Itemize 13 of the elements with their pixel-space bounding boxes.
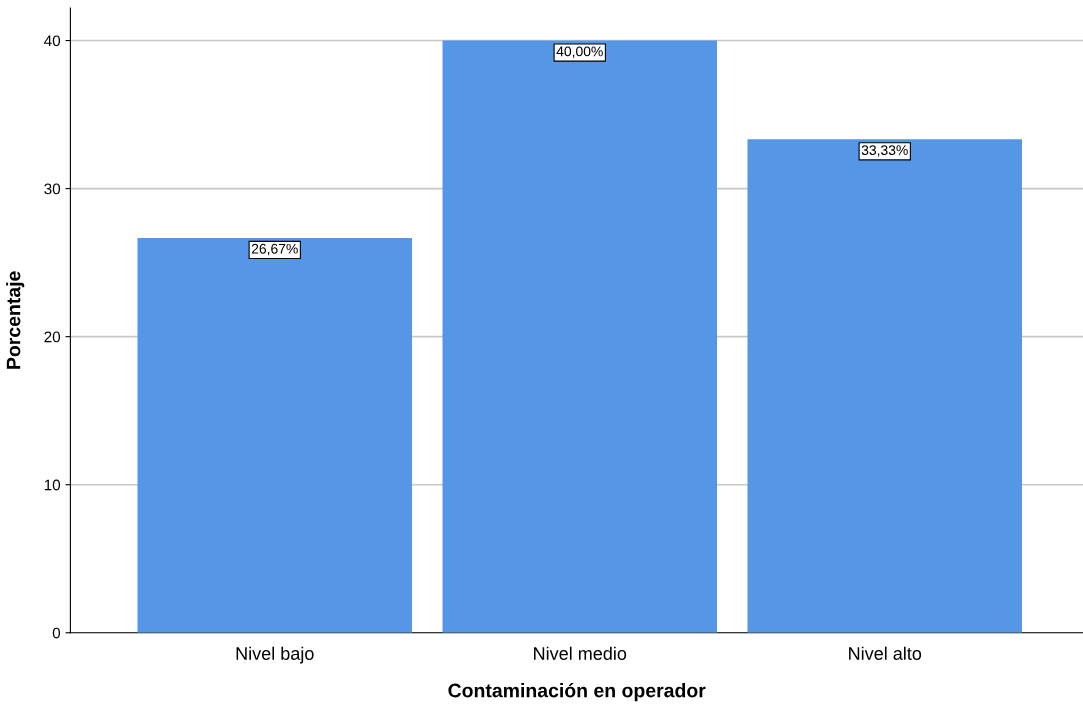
y-tick-label: 10 (44, 479, 61, 491)
x-axis-title: Contaminación en operador (448, 682, 706, 702)
y-tick-label: 20 (44, 331, 61, 343)
y-tick-label: 30 (44, 183, 61, 195)
y-tick-label: 0 (52, 627, 61, 639)
y-axis-title: Porcentaje (6, 271, 25, 369)
x-tick-label: Nivel alto (849, 646, 922, 660)
data-label: 26,67% (251, 243, 298, 256)
y-tick-label: 40 (44, 35, 61, 47)
data-label: 40,00% (556, 46, 603, 58)
x-tick-label: Nivel medio (534, 646, 627, 660)
data-label: 33,33% (861, 145, 908, 157)
x-tick-label: Nivel bajo (236, 646, 314, 664)
